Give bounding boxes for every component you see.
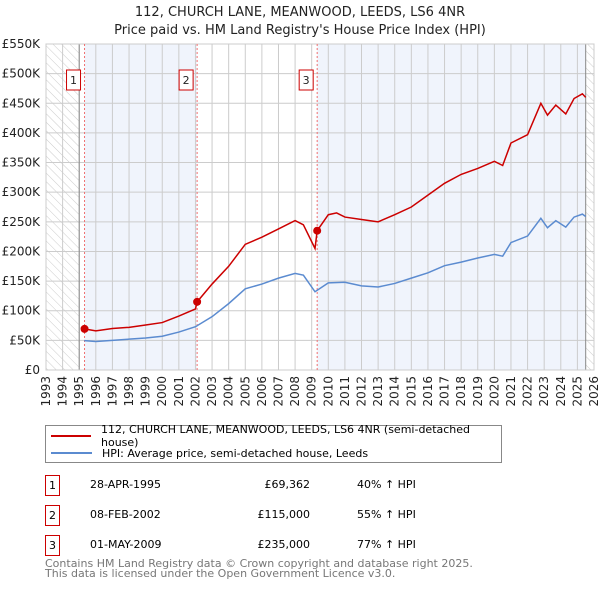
sale-point <box>193 297 202 306</box>
legend-property-label: 112, CHURCH LANE, MEANWOOD, LEEDS, LS6 4… <box>101 423 471 449</box>
shaded-period <box>84 44 198 370</box>
x-tick-label: 1997 <box>105 376 119 407</box>
y-tick-label: £100K <box>2 304 42 318</box>
plot-border <box>45 43 595 371</box>
legend-property-swatch <box>51 435 91 437</box>
footer: Contains HM Land Registry data © Crown c… <box>45 557 473 580</box>
x-tick-label: 2016 <box>421 376 435 407</box>
price-chart: 1993 1994 1995 1996 1997 1998 1999 2000 2001 2002… <box>2 37 600 407</box>
x-tick-label: 2004 <box>222 376 236 407</box>
x-tick-label: 2019 <box>471 376 485 407</box>
x-tick-label: 2000 <box>155 376 169 407</box>
sale-point <box>80 324 89 333</box>
sale-row: 3 01-MAY-2009 £235,000 77% ↑ HPI <box>45 535 465 556</box>
sale-label: 1 <box>70 74 77 87</box>
sale-point <box>313 226 322 235</box>
x-tick-label: 2018 <box>454 376 468 407</box>
hatched-no-data <box>585 44 594 370</box>
shaded-period <box>317 44 586 370</box>
x-tick-label: 2015 <box>404 376 418 407</box>
sale-date: 28-APR-1995 <box>90 478 162 491</box>
legend-hpi-swatch <box>51 452 92 454</box>
x-tick-label: 2025 <box>570 376 584 407</box>
x-tick-label: 2026 <box>587 376 600 407</box>
x-tick-label: 2021 <box>504 376 518 407</box>
x-tick-label: 1999 <box>139 376 153 407</box>
chart-subtitle: Price paid vs. HM Land Registry's House … <box>114 23 486 38</box>
x-tick-label: 2006 <box>255 376 269 407</box>
sale-marker-badge: 2 <box>45 505 60 526</box>
sale-hpi: 40% ↑ HPI <box>357 478 416 491</box>
legend-hpi-label: HPI: Average price, semi-detached house,… <box>102 446 369 460</box>
y-tick-label: £300K <box>2 185 42 199</box>
y-tick-label: £550K <box>2 37 42 51</box>
y-tick-label: £50K <box>9 333 41 347</box>
y-tick-label: £150K <box>2 274 42 288</box>
property-price-line <box>84 92 587 332</box>
sale-label: 2 <box>183 74 190 87</box>
footer-licence: This data is licensed under the Open Gov… <box>45 567 396 580</box>
x-tick-label: 2024 <box>554 376 568 407</box>
x-tick-label: 2014 <box>388 376 402 407</box>
x-tick-label: 2013 <box>371 376 385 407</box>
x-tick-label: 2008 <box>288 376 302 407</box>
sale-label-box <box>66 69 82 91</box>
sale-row: 1 28-APR-1995 £69,362 40% ↑ HPI <box>45 475 465 496</box>
sale-price: £235,000 <box>257 538 311 551</box>
x-tick-label: 2020 <box>487 376 501 407</box>
sale-hpi: 77% ↑ HPI <box>357 538 416 551</box>
x-tick-label: 2007 <box>271 376 285 407</box>
x-tick-label: 2002 <box>188 376 202 407</box>
y-tick-label: £350K <box>2 156 42 170</box>
x-tick-label: 2022 <box>521 376 535 407</box>
x-tick-label: 2017 <box>438 376 452 407</box>
x-tick-label: 2003 <box>205 376 219 407</box>
x-tick-label: 1998 <box>122 376 136 407</box>
sale-row: 2 08-FEB-2002 £115,000 55% ↑ HPI <box>45 505 465 526</box>
sale-marker-badge: 1 <box>45 475 60 496</box>
y-tick-label: £250K <box>2 215 42 229</box>
sale-label-box <box>298 69 314 91</box>
y-tick-label: £450K <box>2 96 42 110</box>
x-tick-label: 2023 <box>537 376 551 407</box>
legend: 112, CHURCH LANE, MEANWOOD, LEEDS, LS6 4… <box>45 423 502 463</box>
sale-date: 08-FEB-2002 <box>90 508 161 521</box>
sale-label: 3 <box>303 74 310 87</box>
x-tick-label: 1995 <box>72 376 86 407</box>
y-tick-label: £400K <box>2 126 42 140</box>
x-tick-label: 2005 <box>238 376 252 407</box>
x-tick-label: 1993 <box>39 376 53 407</box>
chart-title: 112, CHURCH LANE, MEANWOOD, LEEDS, LS6 4… <box>134 5 466 20</box>
x-tick-label: 1994 <box>56 376 70 407</box>
y-tick-label: £500K <box>2 67 42 81</box>
hpi-line <box>84 213 587 343</box>
x-tick-label: 2010 <box>321 376 335 407</box>
sale-date: 01-MAY-2009 <box>90 538 162 551</box>
x-tick-label: 2012 <box>355 376 369 407</box>
x-tick-label: 2011 <box>338 376 352 407</box>
y-tick-label: £0 <box>25 363 40 377</box>
x-tick-label: 2009 <box>305 376 319 407</box>
sale-price: £115,000 <box>257 508 311 521</box>
sale-hpi: 55% ↑ HPI <box>357 508 416 521</box>
sale-marker-badge: 3 <box>45 535 60 556</box>
x-tick-label: 2001 <box>172 376 186 407</box>
x-tick-label: 1996 <box>89 376 103 407</box>
y-tick-label: £200K <box>2 244 42 258</box>
footer-copyright: Contains HM Land Registry data © Crown c… <box>45 557 473 570</box>
sale-price: £69,362 <box>264 478 311 491</box>
sale-label-box <box>178 69 194 91</box>
